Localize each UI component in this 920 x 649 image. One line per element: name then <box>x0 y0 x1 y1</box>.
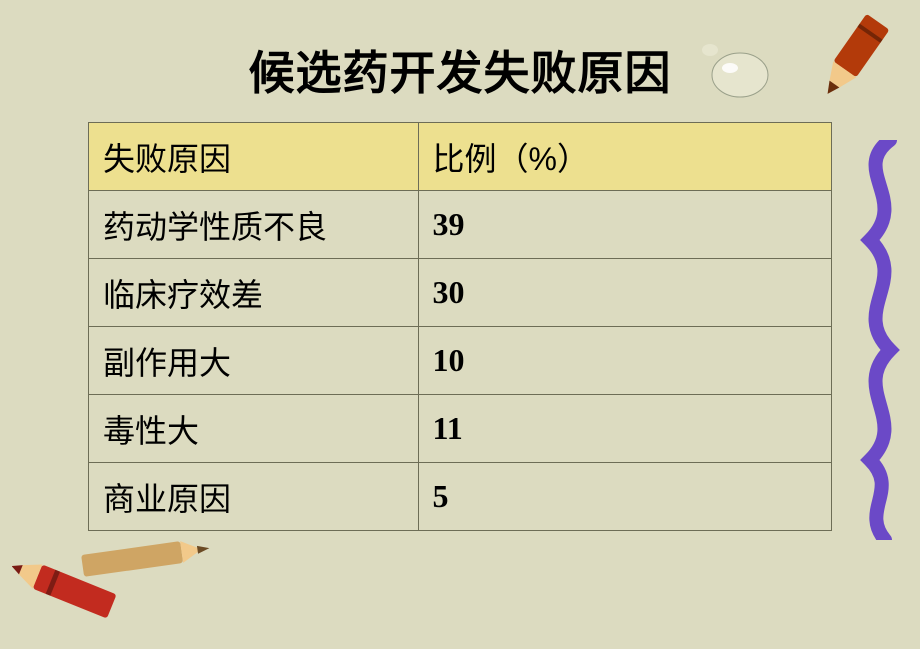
cell-reason: 毒性大 <box>89 395 419 463</box>
cell-reason: 临床疗效差 <box>89 259 419 327</box>
header-reason: 失败原因 <box>89 123 419 191</box>
cell-percent: 30 <box>418 259 831 327</box>
table-row: 副作用大 10 <box>89 327 832 395</box>
cell-reason: 副作用大 <box>89 327 419 395</box>
cell-reason: 药动学性质不良 <box>89 191 419 259</box>
cell-percent: 11 <box>418 395 831 463</box>
table-row: 商业原因 5 <box>89 463 832 531</box>
header-percent: 比例（%） <box>418 123 831 191</box>
squiggle-decoration <box>850 140 910 540</box>
cell-percent: 39 <box>418 191 831 259</box>
table-row: 毒性大 11 <box>89 395 832 463</box>
slide: 候选药开发失败原因 失败原因 比例（%） 药动学性质不良 39 临床疗效差 <box>0 0 920 649</box>
table-row: 药动学性质不良 39 <box>89 191 832 259</box>
cell-percent: 10 <box>418 327 831 395</box>
crayon-bottom-left <box>12 518 212 643</box>
cell-reason: 商业原因 <box>89 463 419 531</box>
slide-title: 候选药开发失败原因 <box>0 50 920 96</box>
table-header-row: 失败原因 比例（%） <box>89 123 832 191</box>
table-row: 临床疗效差 30 <box>89 259 832 327</box>
cell-percent: 5 <box>418 463 831 531</box>
table: 失败原因 比例（%） 药动学性质不良 39 临床疗效差 30 副作用大 10 <box>88 122 832 531</box>
failure-reason-table: 失败原因 比例（%） 药动学性质不良 39 临床疗效差 30 副作用大 10 <box>88 122 832 531</box>
